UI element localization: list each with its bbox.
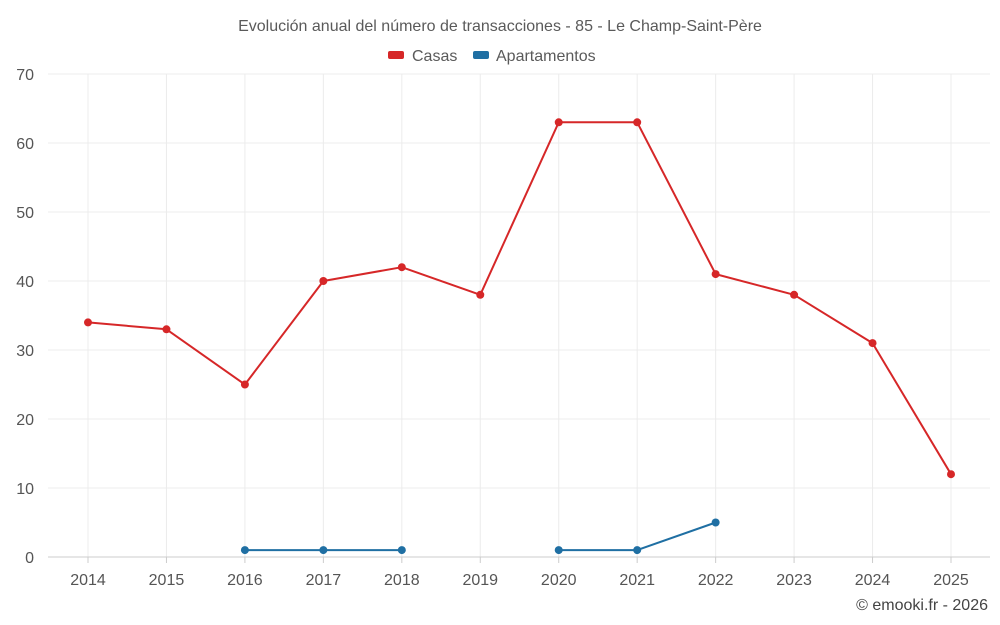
y-tick-label: 30 [16, 343, 34, 360]
data-point-casas[interactable] [790, 290, 799, 299]
x-tick-label: 2017 [306, 572, 342, 589]
y-tick-label: 40 [16, 274, 34, 291]
data-point-casas[interactable] [162, 325, 171, 334]
legend-swatch-apartamentos [473, 51, 489, 59]
x-tick-label: 2022 [698, 572, 734, 589]
legend: Casas Apartamentos [388, 48, 596, 65]
x-tick-label: 2015 [149, 572, 185, 589]
x-tick-label: 2021 [619, 572, 655, 589]
y-tick-label: 20 [16, 412, 34, 429]
x-tick-label: 2019 [462, 572, 498, 589]
data-point-apartamentos[interactable] [633, 546, 642, 555]
x-tick-label: 2016 [227, 572, 263, 589]
chart-title: Evolución anual del número de transaccio… [238, 18, 762, 35]
data-point-apartamentos[interactable] [397, 546, 406, 555]
data-point-casas[interactable] [319, 277, 328, 285]
x-tick-label: 2020 [541, 572, 577, 589]
legend-item-apartamentos[interactable]: Apartamentos [473, 48, 596, 65]
series-apartamentos [240, 518, 720, 555]
data-point-casas[interactable] [947, 470, 955, 479]
legend-item-casas[interactable]: Casas [388, 48, 457, 65]
legend-label-casas: Casas [412, 48, 457, 65]
data-point-casas[interactable] [240, 380, 249, 389]
data-point-apartamentos[interactable] [711, 518, 720, 527]
x-tick-label: 2025 [933, 572, 969, 589]
series-casas [84, 118, 955, 479]
x-tick-label: 2014 [70, 572, 106, 589]
series-group [84, 118, 955, 555]
credit-text: © emooki.fr - 2026 [856, 597, 988, 614]
y-tick-label: 0 [25, 550, 34, 567]
y-tick-label: 60 [16, 136, 34, 153]
x-tick-label: 2024 [855, 572, 891, 589]
data-point-casas[interactable] [633, 118, 642, 127]
data-point-casas[interactable] [397, 263, 406, 272]
data-point-casas[interactable] [554, 118, 563, 127]
legend-swatch-casas [388, 51, 404, 59]
legend-label-apartamentos: Apartamentos [496, 48, 596, 65]
gridlines [48, 73, 990, 557]
axes: 0 10 20 30 40 50 60 70 2014 2015 2016 2017 2018 2019 2… [16, 67, 990, 589]
data-point-casas[interactable] [84, 318, 92, 327]
data-point-apartamentos[interactable] [240, 546, 249, 555]
series-line-casas [87, 121, 952, 475]
y-tick-label: 70 [16, 67, 34, 84]
y-tick-label: 50 [16, 205, 34, 222]
data-point-casas[interactable] [711, 270, 720, 279]
data-point-casas[interactable] [868, 339, 877, 348]
x-tick-label: 2018 [384, 572, 420, 589]
data-point-casas[interactable] [476, 290, 485, 299]
y-tick-label: 10 [16, 481, 34, 498]
x-tick-label: 2023 [776, 572, 812, 589]
data-point-apartamentos[interactable] [319, 546, 328, 555]
data-point-apartamentos[interactable] [554, 546, 563, 555]
